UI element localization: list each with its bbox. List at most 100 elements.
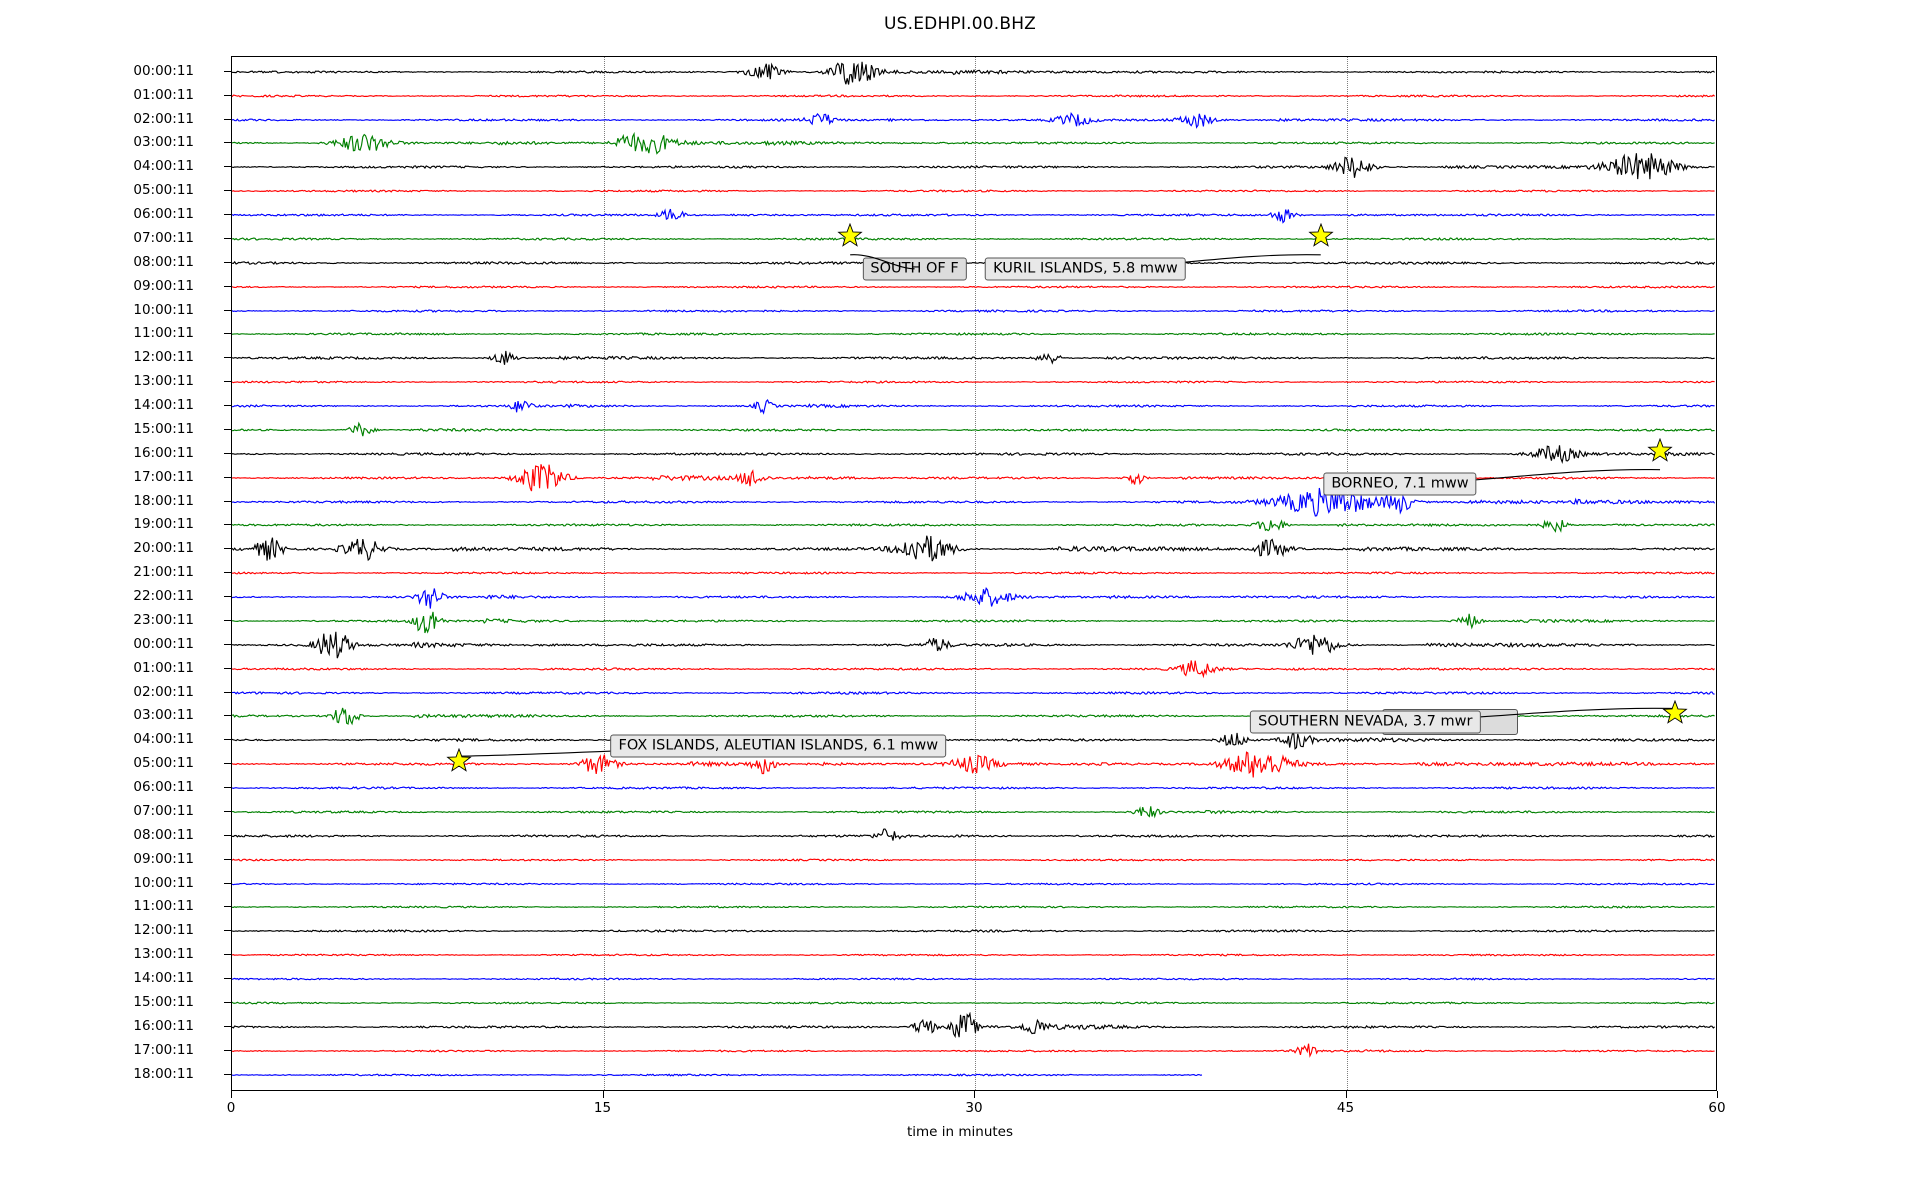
trace-row: [232, 892, 1716, 922]
trace-row: [232, 606, 1716, 636]
y-tick-label: 20:00:11: [133, 540, 194, 557]
x-tick-label: 0: [226, 1100, 236, 1116]
y-tick-label: 05:00:11: [133, 755, 194, 772]
y-tick-label: 02:00:11: [133, 683, 194, 700]
y-tick-mark: [224, 190, 232, 192]
trace-row: [232, 1036, 1716, 1066]
y-tick-label: 09:00:11: [133, 277, 194, 294]
y-tick-mark: [224, 142, 232, 144]
trace-row: [232, 1060, 1716, 1090]
y-tick-mark: [224, 691, 232, 693]
x-axis-label: time in minutes: [906, 1124, 1014, 1140]
y-tick-mark: [224, 214, 232, 216]
y-tick-mark: [224, 333, 232, 335]
annotation-borneo[interactable]: BORNEO, 7.1 mww: [1323, 472, 1477, 496]
y-tick-label: 21:00:11: [133, 564, 194, 581]
y-tick-label: 12:00:11: [133, 922, 194, 939]
y-tick-label: 14:00:11: [133, 970, 194, 987]
x-tick-mark: [602, 1091, 604, 1098]
y-tick-label: 15:00:11: [133, 993, 194, 1010]
trace-row: [232, 152, 1716, 182]
y-tick-mark: [224, 667, 232, 669]
y-tick-label: 05:00:11: [133, 182, 194, 199]
trace-row: [232, 845, 1716, 875]
star-marker-icon: [1662, 700, 1688, 730]
trace-row: [232, 200, 1716, 230]
trace-row: [232, 940, 1716, 970]
trace-row: [232, 296, 1716, 326]
trace-row: [232, 248, 1716, 278]
trace-row: [232, 678, 1716, 708]
trace-row: [232, 534, 1716, 564]
y-tick-label: 06:00:11: [133, 779, 194, 796]
y-tick-label: 12:00:11: [133, 349, 194, 366]
y-tick-label: 00:00:11: [133, 62, 194, 79]
y-tick-mark: [224, 787, 232, 789]
y-tick-mark: [224, 428, 232, 430]
trace-row: [232, 367, 1716, 397]
plot-area[interactable]: [231, 56, 1717, 1091]
y-tick-mark: [224, 405, 232, 407]
trace-row: [232, 773, 1716, 803]
y-tick-label: 02:00:11: [133, 110, 194, 127]
y-tick-mark: [224, 978, 232, 980]
y-tick-mark: [224, 715, 232, 717]
y-tick-mark: [224, 643, 232, 645]
y-tick-mark: [224, 500, 232, 502]
trace-row: [232, 725, 1716, 755]
y-tick-mark: [224, 763, 232, 765]
x-tick-label: 60: [1708, 1100, 1726, 1116]
trace-row: [232, 558, 1716, 588]
trace-row: [232, 1011, 1716, 1042]
y-tick-label: 01:00:11: [133, 86, 194, 103]
x-tick-mark: [231, 1091, 232, 1098]
x-tick-mark: [1717, 1091, 1718, 1098]
y-tick-mark: [224, 1073, 232, 1075]
y-tick-mark: [224, 954, 232, 956]
annotation-southern-nevada[interactable]: SOUTHERN NEVADA, 3.7 mwr: [1250, 710, 1481, 734]
annotation-south-of-fiji[interactable]: SOUTH OF F: [862, 257, 967, 281]
trace-row: [232, 582, 1716, 612]
page-title: US.EDHPI.00.BHZ: [883, 14, 1037, 34]
trace-row: [232, 176, 1716, 206]
y-tick-mark: [224, 524, 232, 526]
y-tick-mark: [224, 1025, 232, 1027]
trace-row: [232, 272, 1716, 302]
y-tick-label: 09:00:11: [133, 850, 194, 867]
y-tick-label: 08:00:11: [133, 826, 194, 843]
trace-row: [232, 916, 1716, 946]
x-tick-mark: [1345, 1091, 1347, 1098]
trace-row: [232, 654, 1716, 684]
trace-row: [232, 439, 1716, 469]
y-tick-label: 18:00:11: [133, 492, 194, 509]
trace-row: [232, 81, 1716, 111]
y-tick-label: 10:00:11: [133, 301, 194, 318]
y-tick-label: 17:00:11: [133, 468, 194, 485]
trace-row: [232, 964, 1716, 994]
trace-row: [232, 105, 1716, 135]
trace-row: [232, 749, 1716, 779]
y-tick-label: 16:00:11: [133, 1017, 194, 1034]
y-tick-mark: [224, 548, 232, 550]
y-tick-label: 11:00:11: [133, 898, 194, 915]
x-tick-mark: [974, 1091, 975, 1098]
y-tick-label: 00:00:11: [133, 635, 194, 652]
y-tick-mark: [224, 906, 232, 908]
y-tick-label: 22:00:11: [133, 588, 194, 605]
star-marker-icon: [837, 222, 863, 253]
y-tick-mark: [224, 810, 232, 812]
annotation-kuril-islands[interactable]: KURIL ISLANDS, 5.8 mww: [985, 257, 1186, 281]
annotation-fox-islands[interactable]: FOX ISLANDS, ALEUTIAN ISLANDS, 6.1 mww: [610, 734, 947, 758]
y-tick-label: 07:00:11: [133, 802, 194, 819]
x-tick-label: 15: [593, 1100, 612, 1116]
y-tick-mark: [224, 118, 232, 120]
trace-row: [232, 391, 1716, 421]
star-marker-icon: [1647, 437, 1673, 468]
trace-row: [232, 57, 1716, 87]
y-tick-label: 13:00:11: [133, 373, 194, 390]
y-tick-label: 18:00:11: [133, 1065, 194, 1082]
trace-row: [232, 797, 1716, 827]
y-tick-mark: [224, 858, 232, 860]
trace-row: [232, 630, 1716, 660]
trace-row: [232, 869, 1716, 899]
